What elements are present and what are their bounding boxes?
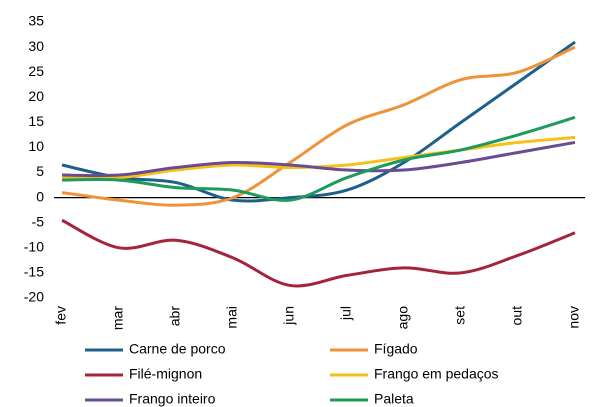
y-tick-label: 25 bbox=[28, 63, 44, 79]
y-tick-label: 10 bbox=[28, 138, 44, 154]
series-line bbox=[61, 218, 576, 288]
series-line bbox=[61, 140, 576, 178]
y-tick-label: 0 bbox=[36, 188, 44, 204]
y-tick-label: -5 bbox=[32, 213, 45, 229]
x-tick-label: jun bbox=[281, 306, 297, 326]
x-tick-label: ago bbox=[395, 306, 411, 330]
y-tick-label: 5 bbox=[36, 163, 44, 179]
y-tick-label: -10 bbox=[24, 239, 44, 255]
x-tick-label: out bbox=[509, 306, 525, 326]
series-line bbox=[61, 115, 576, 202]
legend-label: Frango inteiro bbox=[129, 391, 216, 407]
series-line bbox=[61, 40, 576, 203]
x-tick-label: mai bbox=[224, 306, 240, 329]
legend-label: Carne de porco bbox=[129, 341, 226, 357]
y-tick-label: 30 bbox=[28, 38, 44, 54]
x-tick-label: mar bbox=[110, 306, 126, 330]
legend-label: Filé-mignon bbox=[129, 366, 202, 382]
legend-label: Frango em pedaços bbox=[374, 366, 499, 382]
x-tick-label: set bbox=[452, 306, 468, 325]
x-tick-label: abr bbox=[167, 306, 183, 327]
y-tick-label: 35 bbox=[28, 13, 44, 29]
x-tick-label: fev bbox=[53, 306, 69, 325]
y-tick-label: 20 bbox=[28, 88, 44, 104]
x-tick-label: jul bbox=[338, 306, 354, 321]
legend-label: Paleta bbox=[374, 391, 414, 407]
x-tick-label: nov bbox=[566, 306, 582, 329]
y-tick-label: 15 bbox=[28, 113, 44, 129]
series-line bbox=[61, 45, 576, 207]
y-tick-label: -15 bbox=[24, 264, 44, 280]
legend-label: Fígado bbox=[374, 341, 418, 357]
y-tick-label: -20 bbox=[24, 289, 44, 305]
